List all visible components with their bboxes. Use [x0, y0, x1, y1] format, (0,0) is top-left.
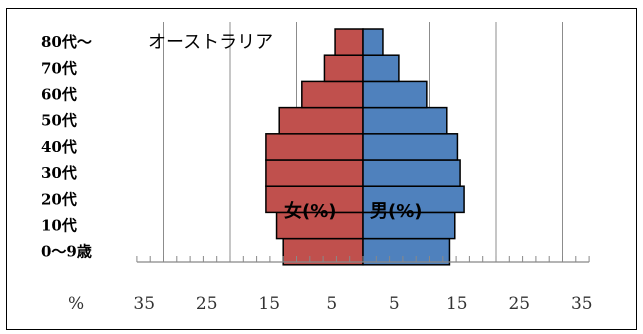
unit-label: % — [68, 294, 84, 314]
bar-female-3 — [265, 159, 364, 187]
bar-female-2 — [265, 185, 364, 214]
x-tick-label: 5 — [326, 294, 337, 314]
category-label: 10代 — [41, 217, 77, 235]
x-tick-label: 15 — [446, 294, 468, 314]
category-label: 70代 — [41, 59, 77, 77]
bars — [265, 28, 465, 266]
category-label: 20代 — [41, 190, 77, 208]
category-label: 50代 — [41, 112, 77, 130]
x-axis — [136, 256, 590, 263]
bar-female-5 — [278, 106, 364, 135]
series-label-male: 男(%) — [370, 201, 423, 222]
bar-male-8 — [362, 28, 384, 56]
x-tick-label: 5 — [389, 294, 400, 314]
bar-male-1 — [362, 211, 456, 240]
bar-female-4 — [265, 133, 364, 161]
bar-female-8 — [334, 28, 364, 56]
x-tick-label: 15 — [258, 294, 280, 314]
category-labels: 0～9歳 10代 20代 30代 40代 50代 60代 70代 80代～ — [41, 33, 92, 261]
bar-female-6 — [301, 80, 364, 109]
category-label: 60代 — [41, 86, 77, 104]
x-tick-label: 25 — [508, 294, 530, 314]
bar-male-4 — [362, 133, 459, 161]
chart-frame — [6, 8, 637, 330]
x-tick-label: 25 — [196, 294, 218, 314]
x-tick-label: 35 — [571, 294, 593, 314]
category-label: 30代 — [41, 164, 77, 182]
bar-male-3 — [362, 159, 461, 187]
bar-male-7 — [362, 54, 400, 83]
bar-female-7 — [323, 54, 364, 83]
bar-male-2 — [362, 185, 465, 214]
category-label: 80代～ — [41, 33, 92, 51]
bar-male-6 — [362, 80, 428, 109]
x-tick-label: 35 — [133, 294, 155, 314]
bar-male-5 — [362, 106, 448, 135]
category-label: 40代 — [41, 138, 77, 156]
chart-title: オーストラリア — [148, 32, 273, 53]
category-label: 0～9歳 — [41, 243, 92, 261]
bar-female-1 — [275, 211, 364, 240]
x-tick-labels: 35 25 15 5 5 15 25 35 — [133, 294, 592, 314]
series-label-female: 女(%) — [284, 200, 337, 222]
